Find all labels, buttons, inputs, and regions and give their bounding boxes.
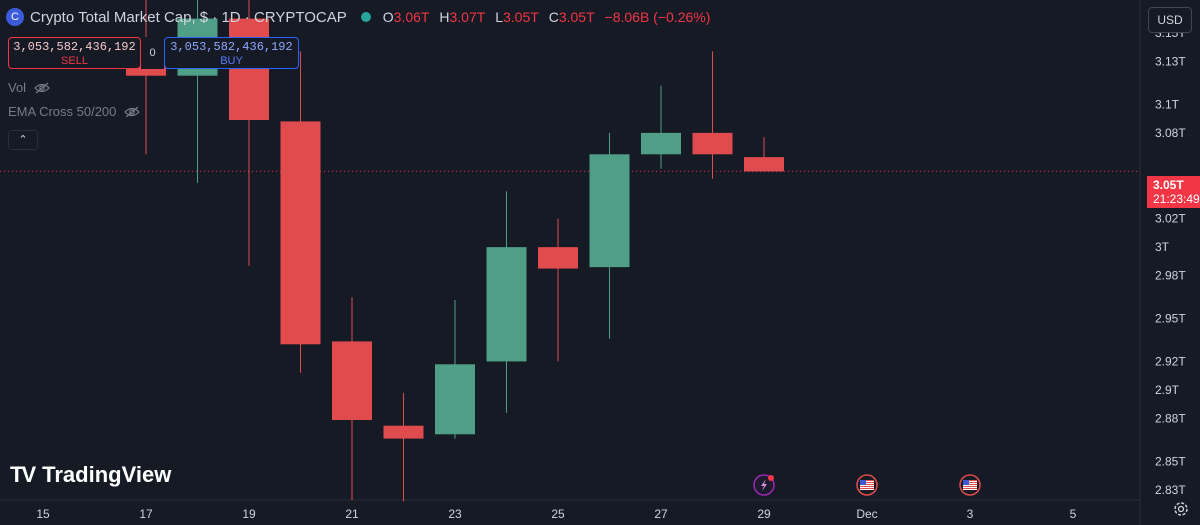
tradingview-logo-icon: TV	[10, 462, 36, 487]
flag-stripe	[860, 488, 874, 489]
y-tick-label: 2.88T	[1155, 412, 1186, 426]
candle	[229, 0, 269, 266]
x-tick-label: 5	[1070, 507, 1077, 521]
candle	[589, 132, 630, 339]
flag-stripe	[963, 486, 977, 487]
candle-body	[435, 364, 475, 435]
candle	[486, 191, 527, 413]
flag-canton	[860, 480, 866, 485]
countdown-timer: 21:23:49	[1153, 192, 1200, 206]
candle	[383, 392, 424, 502]
tradingview-logo[interactable]: TV TradingView	[10, 462, 171, 488]
flag-stripe	[963, 480, 977, 481]
x-tick-label: 27	[654, 507, 668, 521]
hidden-eye-icon[interactable]	[124, 106, 141, 118]
candle	[641, 85, 681, 169]
y-tick-label: 3.02T	[1155, 212, 1186, 226]
chart-legend: C Crypto Total Market Cap, $ · 1D · CRYP…	[6, 8, 710, 26]
flag-stripe	[860, 484, 874, 485]
us-flag-icon[interactable]	[856, 474, 878, 496]
lightning-icon[interactable]	[753, 474, 775, 496]
last-price-value: 3.05T	[1153, 178, 1184, 192]
candle-body	[280, 121, 321, 345]
indicator-ema[interactable]: EMA Cross 50/200	[8, 104, 141, 119]
sell-button[interactable]: 3,053,582,436,192 SELL	[8, 37, 141, 69]
flag-stripe	[963, 484, 977, 485]
x-tick-label: 15	[36, 507, 50, 521]
x-tick-label: 3	[967, 507, 974, 521]
high-value: 3.07T	[449, 9, 486, 25]
symbol-title[interactable]: Crypto Total Market Cap, $ · 1D · CRYPTO…	[30, 8, 347, 26]
buy-button[interactable]: 3,053,582,436,192 BUY	[164, 37, 299, 69]
x-tick-label: 25	[551, 507, 565, 521]
x-tick-label: 23	[448, 507, 462, 521]
y-tick-label: 3T	[1155, 240, 1170, 254]
high-label: H	[439, 9, 450, 25]
candle-body	[383, 425, 424, 439]
x-tick-label: 29	[757, 507, 771, 521]
lightning-bolt	[761, 479, 767, 491]
flag-canton	[963, 480, 969, 485]
sell-label: SELL	[61, 55, 88, 67]
spread-value: 0	[141, 37, 164, 69]
y-tick-label: 3.13T	[1155, 54, 1186, 68]
flag-stripe	[963, 488, 977, 489]
last-price-label: 3.05T 21:23:49	[1147, 176, 1200, 208]
collapse-indicators-button[interactable]: ⌃	[8, 130, 38, 150]
close-label: C	[548, 9, 559, 25]
x-tick-label: 21	[345, 507, 359, 521]
x-tick-label: Dec	[856, 507, 877, 521]
y-tick-label: 2.85T	[1155, 454, 1186, 468]
flag-stripe	[860, 482, 874, 483]
indicator-vol-label: Vol	[8, 80, 27, 95]
symbol-icon[interactable]: C	[6, 8, 24, 26]
buy-price: 3,053,582,436,192	[170, 40, 293, 54]
candle-body	[641, 132, 681, 155]
y-tick-label: 3.08T	[1155, 126, 1186, 140]
candle-body	[589, 154, 630, 268]
candle	[692, 51, 733, 179]
close-value: 3.05T	[558, 9, 595, 25]
ohlc-values: O3.06T H3.07T L3.05T C3.05T −8.06B (−0.2…	[383, 9, 711, 25]
x-tick-label: 17	[139, 507, 153, 521]
y-tick-label: 2.92T	[1155, 354, 1186, 368]
y-tick-label: 2.9T	[1155, 383, 1180, 397]
y-tick-label: 2.83T	[1155, 483, 1186, 497]
market-status-icon	[360, 12, 371, 22]
candle-body	[692, 132, 733, 155]
flag-stripe	[860, 480, 874, 481]
y-tick-label: 2.98T	[1155, 269, 1186, 283]
candle-body	[486, 247, 527, 362]
buy-label: BUY	[220, 55, 243, 67]
open-value: 3.06T	[393, 9, 430, 25]
candle-body	[538, 247, 578, 269]
brand-name: TradingView	[42, 462, 172, 487]
candle-body	[744, 157, 784, 172]
flag-stripe	[860, 486, 874, 487]
sell-price: 3,053,582,436,192	[13, 40, 136, 54]
low-value: 3.05T	[503, 9, 539, 25]
candle-body	[332, 341, 372, 420]
notification-dot	[768, 475, 774, 481]
flag-stripe	[963, 482, 977, 483]
indicator-ema-label: EMA Cross 50/200	[8, 104, 117, 119]
candle	[744, 137, 784, 172]
open-label: O	[382, 9, 394, 25]
currency-selector[interactable]: USD	[1148, 7, 1192, 33]
low-label: L	[495, 9, 503, 25]
indicator-vol[interactable]: Vol	[8, 80, 50, 95]
settings-gear-icon[interactable]	[1172, 500, 1190, 518]
candle	[280, 51, 321, 373]
candle-body	[229, 18, 269, 121]
candle	[435, 300, 475, 439]
x-tick-label: 19	[242, 507, 256, 521]
us-flag-icon[interactable]	[959, 474, 981, 496]
change-value: −8.06B (−0.26%)	[604, 9, 711, 25]
candle	[538, 218, 578, 362]
y-tick-label: 3.1T	[1155, 97, 1180, 111]
candle	[332, 297, 372, 500]
hidden-eye-icon[interactable]	[34, 82, 50, 94]
y-tick-label: 2.95T	[1155, 312, 1186, 326]
